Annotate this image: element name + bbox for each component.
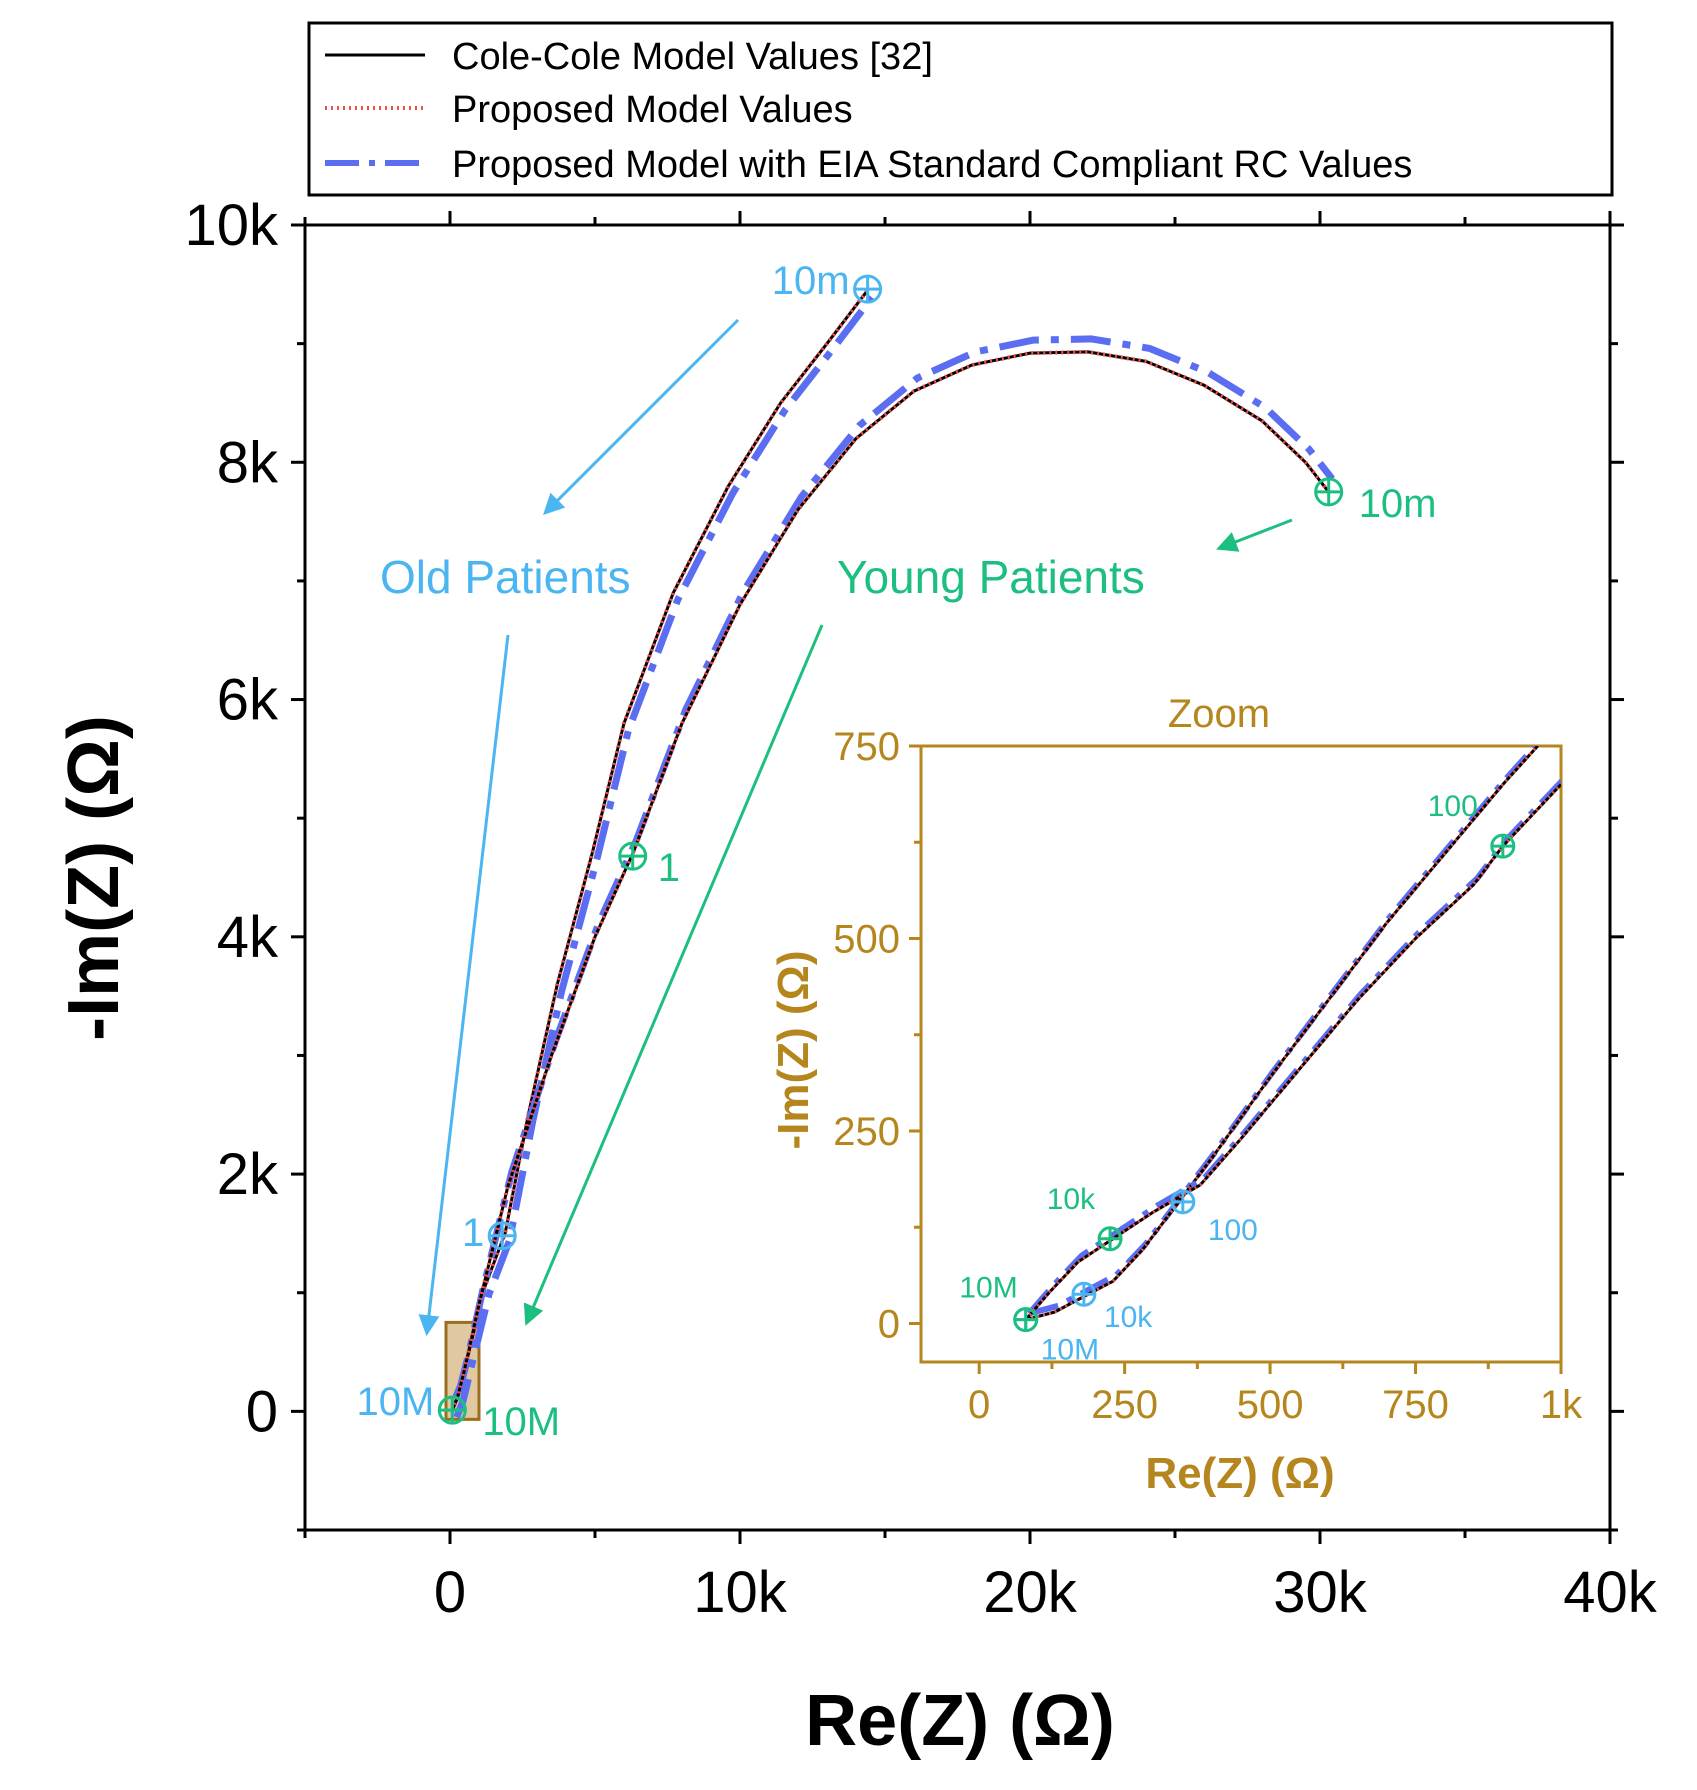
inset-y-tick-label-750: 750 bbox=[833, 725, 900, 769]
inset-old-patients-marker-10k bbox=[1071, 1281, 1097, 1307]
old-patients-eia-line bbox=[453, 295, 875, 1419]
annotation-arrows bbox=[418, 318, 1293, 1337]
y-tick-label-4k: 4k bbox=[217, 905, 279, 970]
y-tick-label-0: 0 bbox=[246, 1379, 278, 1444]
main-axes: 0 10k 20k 30k 40k 0 2k 4k 6k 8k 10k bbox=[184, 193, 1657, 1625]
inset-young-patients-marker-100 bbox=[1490, 833, 1516, 859]
inset-old-patients-proposed-line bbox=[1025, 746, 1539, 1322]
plot-area-frame bbox=[303, 223, 1612, 1532]
inset-x-tick-label-750: 750 bbox=[1382, 1383, 1449, 1427]
young-patients-arrow-bottom bbox=[523, 624, 824, 1326]
old-patients-marker-label-10m: 10M bbox=[357, 1380, 435, 1424]
old-patients-arrow-bottom bbox=[418, 634, 510, 1337]
inset-x-tick-label-250: 250 bbox=[1091, 1383, 1158, 1427]
inset-frame bbox=[919, 744, 1563, 1364]
legend-label-eia: Proposed Model with EIA Standard Complia… bbox=[452, 144, 1412, 186]
y-tick-label-6k: 6k bbox=[217, 668, 279, 733]
old-patients-marker-label-10m: 10m bbox=[772, 259, 850, 303]
x-tick-label-40k: 40k bbox=[1563, 1560, 1658, 1625]
x-tick-label-10k: 10k bbox=[693, 1560, 788, 1625]
y-tick-label-10k: 10k bbox=[184, 193, 279, 258]
inset-young-patients-marker-10m bbox=[1013, 1307, 1039, 1333]
inset-old-patients-marker-label-10k: 10k bbox=[1104, 1301, 1153, 1334]
inset-young-patients-marker-10k bbox=[1097, 1226, 1123, 1252]
old-patients-marker-label-1: 1 bbox=[462, 1211, 484, 1255]
x-tick-label-0: 0 bbox=[434, 1560, 466, 1625]
x-tick-label-30k: 30k bbox=[1273, 1560, 1368, 1625]
old-patients-annotation: Old Patients bbox=[380, 551, 631, 603]
inset-old-patients-marker-100 bbox=[1170, 1189, 1196, 1215]
inset-x-tick-label-1k: 1k bbox=[1540, 1383, 1583, 1427]
y-tick-label-2k: 2k bbox=[217, 1142, 279, 1207]
inset-young-patients-marker-label-10m: 10M bbox=[959, 1272, 1017, 1305]
legend: Cole-Cole Model Values [32] Proposed Mod… bbox=[307, 21, 1614, 197]
y-axis-title: -Im(Z) (Ω) bbox=[54, 715, 134, 1041]
x-axis-title: Re(Z) (Ω) bbox=[805, 1681, 1115, 1761]
inset-x-tick-label-0: 0 bbox=[968, 1383, 990, 1427]
main-markers: 10M 1 10m 10M 1 10m bbox=[357, 259, 1437, 1444]
young-patients-arrow-top bbox=[1216, 518, 1293, 552]
inset-y-tick-label-500: 500 bbox=[833, 918, 900, 962]
inset-young-patients-marker-label-100: 100 bbox=[1428, 790, 1478, 823]
inset-title: Zoom bbox=[1168, 692, 1270, 736]
old-patients-arrow-top bbox=[543, 318, 740, 515]
inset-y-tick-label-250: 250 bbox=[833, 1110, 900, 1154]
inset-young-patients-marker-label-10k: 10k bbox=[1047, 1183, 1096, 1216]
y-tick-label-8k: 8k bbox=[217, 430, 279, 495]
inset-old-patients-marker-label-100: 100 bbox=[1208, 1214, 1258, 1247]
young-patients-annotation: Young Patients bbox=[837, 551, 1145, 603]
main-curves bbox=[450, 289, 1335, 1419]
young-patients-marker-10m bbox=[1314, 477, 1344, 507]
old-patients-proposed-line bbox=[450, 289, 870, 1411]
inset-axes: 0 250 500 750 1k 0 250 500 750 bbox=[833, 725, 1583, 1427]
legend-label-cole-cole: Cole-Cole Model Values [32] bbox=[452, 36, 933, 78]
young-patients-marker-label-10m: 10m bbox=[1359, 482, 1437, 526]
legend-box bbox=[307, 21, 1614, 197]
x-tick-label-20k: 20k bbox=[983, 1560, 1078, 1625]
young-patients-marker-label-1: 1 bbox=[658, 846, 680, 890]
young-patients-marker-1 bbox=[618, 841, 648, 871]
young-patients-proposed-line bbox=[450, 349, 1331, 1411]
inset-x-axis-title: Re(Z) (Ω) bbox=[1145, 1449, 1334, 1498]
inset-y-tick-label-0: 0 bbox=[878, 1303, 900, 1347]
inset-young-patients-proposed-line bbox=[1024, 783, 1561, 1321]
young-patients-marker-10m bbox=[437, 1395, 467, 1425]
legend-label-proposed: Proposed Model Values bbox=[452, 89, 853, 131]
inset-x-tick-label-500: 500 bbox=[1237, 1383, 1304, 1427]
old-patients-marker-1 bbox=[487, 1221, 517, 1251]
inset-y-axis-title: -Im(Z) (Ω) bbox=[769, 951, 818, 1150]
old-patients-marker-10m bbox=[853, 274, 883, 304]
inset-old-patients-marker-label-10m: 10M bbox=[1041, 1334, 1099, 1367]
young-patients-marker-label-10m: 10M bbox=[482, 1400, 560, 1444]
